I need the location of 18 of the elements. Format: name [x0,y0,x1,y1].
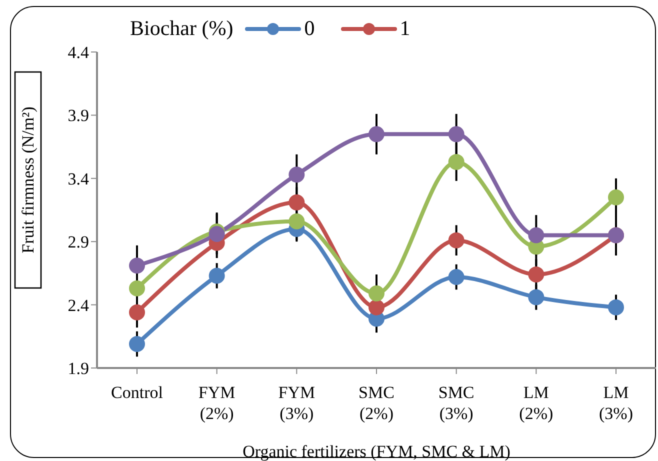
legend-label: 0 [304,16,315,41]
y-tick-label: 3.9 [68,106,89,126]
y-tick-label: 3.4 [68,169,90,188]
y-tick-label: 4.4 [68,43,90,62]
x-tick-label: LM (3%) [599,383,633,423]
x-tick-label: LM (2%) [519,383,554,423]
x-tick-label: FYM (3%) [278,383,316,423]
x-tick-label: Control [111,383,164,402]
y-axis-title: Fruit firmness (N/m²) [18,106,38,254]
legend-label: 1 [400,16,410,41]
legend-title: Biochar (%) [130,16,234,41]
x-tick-label: SMC (2%) [358,383,394,423]
y-tick-label: 2.4 [68,296,90,315]
x-tick-label: SMC (3%) [438,383,474,423]
y-tick-label: 1.9 [68,359,89,378]
x-axis-title: Organic fertilizers (FYM, SMC & LM) [242,442,510,461]
y-tick-label: 2.9 [68,232,89,252]
x-tick-label: FYM (2%) [198,383,236,423]
